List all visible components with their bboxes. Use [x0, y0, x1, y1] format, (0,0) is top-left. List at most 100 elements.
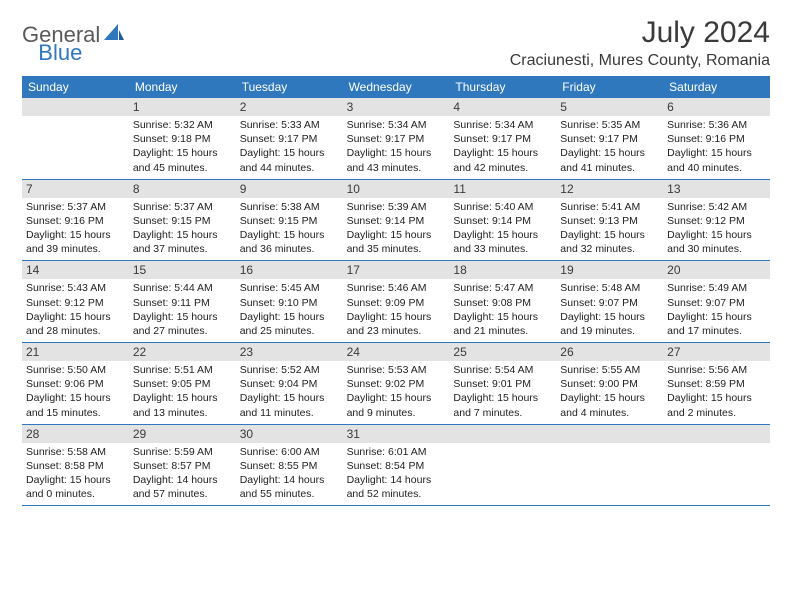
day-number: 7 [22, 180, 129, 198]
week-row: Sunrise: 5:37 AMSunset: 9:16 PMDaylight:… [22, 198, 770, 262]
header: General Blue July 2024 Craciunesti, Mure… [22, 16, 770, 70]
day-cell [22, 116, 129, 179]
daynum-row: 14151617181920 [22, 261, 770, 279]
sunset-text: Sunset: 9:08 PM [453, 296, 552, 310]
sunset-text: Sunset: 9:18 PM [133, 132, 232, 146]
day-number: 16 [236, 261, 343, 279]
day-number: 28 [22, 425, 129, 443]
day-number: 2 [236, 98, 343, 116]
day-cell: Sunrise: 5:44 AMSunset: 9:11 PMDaylight:… [129, 279, 236, 342]
day-cell: Sunrise: 5:32 AMSunset: 9:18 PMDaylight:… [129, 116, 236, 179]
day-cell [663, 443, 770, 506]
day-number: 29 [129, 425, 236, 443]
day-number: 10 [343, 180, 450, 198]
day-cell [556, 443, 663, 506]
day-cell: Sunrise: 6:01 AMSunset: 8:54 PMDaylight:… [343, 443, 450, 506]
daylight-text: Daylight: 15 hours and 32 minutes. [560, 228, 659, 256]
daylight-text: Daylight: 15 hours and 44 minutes. [240, 146, 339, 174]
day-cell: Sunrise: 5:37 AMSunset: 9:15 PMDaylight:… [129, 198, 236, 261]
weeks-container: 123456Sunrise: 5:32 AMSunset: 9:18 PMDay… [22, 98, 770, 506]
sunset-text: Sunset: 9:10 PM [240, 296, 339, 310]
day-cell: Sunrise: 5:51 AMSunset: 9:05 PMDaylight:… [129, 361, 236, 424]
day-number: 6 [663, 98, 770, 116]
day-number: 11 [449, 180, 556, 198]
sunset-text: Sunset: 8:58 PM [26, 459, 125, 473]
day-number: 31 [343, 425, 450, 443]
sunset-text: Sunset: 9:14 PM [453, 214, 552, 228]
sunrise-text: Sunrise: 5:54 AM [453, 363, 552, 377]
sunset-text: Sunset: 9:15 PM [133, 214, 232, 228]
sunset-text: Sunset: 9:17 PM [240, 132, 339, 146]
daylight-text: Daylight: 15 hours and 43 minutes. [347, 146, 446, 174]
day-cell: Sunrise: 5:48 AMSunset: 9:07 PMDaylight:… [556, 279, 663, 342]
day-number: 23 [236, 343, 343, 361]
daylight-text: Daylight: 15 hours and 30 minutes. [667, 228, 766, 256]
day-number: 19 [556, 261, 663, 279]
sunset-text: Sunset: 9:17 PM [347, 132, 446, 146]
sunrise-text: Sunrise: 5:39 AM [347, 200, 446, 214]
calendar-page: General Blue July 2024 Craciunesti, Mure… [0, 0, 792, 506]
daylight-text: Daylight: 15 hours and 45 minutes. [133, 146, 232, 174]
sunset-text: Sunset: 9:04 PM [240, 377, 339, 391]
sunset-text: Sunset: 9:00 PM [560, 377, 659, 391]
sunrise-text: Sunrise: 5:46 AM [347, 281, 446, 295]
sunrise-text: Sunrise: 5:58 AM [26, 445, 125, 459]
daylight-text: Daylight: 14 hours and 57 minutes. [133, 473, 232, 501]
day-cell: Sunrise: 5:34 AMSunset: 9:17 PMDaylight:… [449, 116, 556, 179]
sunrise-text: Sunrise: 5:59 AM [133, 445, 232, 459]
day-number: 5 [556, 98, 663, 116]
daylight-text: Daylight: 15 hours and 21 minutes. [453, 310, 552, 338]
sunrise-text: Sunrise: 5:34 AM [453, 118, 552, 132]
sunset-text: Sunset: 8:55 PM [240, 459, 339, 473]
sunset-text: Sunset: 8:59 PM [667, 377, 766, 391]
sunrise-text: Sunrise: 5:33 AM [240, 118, 339, 132]
daylight-text: Daylight: 15 hours and 19 minutes. [560, 310, 659, 338]
daynum-row: 78910111213 [22, 180, 770, 198]
sunset-text: Sunset: 9:01 PM [453, 377, 552, 391]
sunset-text: Sunset: 9:15 PM [240, 214, 339, 228]
weekday-monday: Monday [129, 76, 236, 98]
day-cell: Sunrise: 5:35 AMSunset: 9:17 PMDaylight:… [556, 116, 663, 179]
sunrise-text: Sunrise: 5:38 AM [240, 200, 339, 214]
day-number: 13 [663, 180, 770, 198]
week-row: Sunrise: 5:32 AMSunset: 9:18 PMDaylight:… [22, 116, 770, 180]
sunset-text: Sunset: 9:06 PM [26, 377, 125, 391]
day-number: 20 [663, 261, 770, 279]
day-cell: Sunrise: 5:45 AMSunset: 9:10 PMDaylight:… [236, 279, 343, 342]
sunset-text: Sunset: 9:09 PM [347, 296, 446, 310]
sunrise-text: Sunrise: 5:44 AM [133, 281, 232, 295]
sunrise-text: Sunrise: 5:53 AM [347, 363, 446, 377]
sunset-text: Sunset: 9:16 PM [26, 214, 125, 228]
sunrise-text: Sunrise: 5:36 AM [667, 118, 766, 132]
sunrise-text: Sunrise: 5:51 AM [133, 363, 232, 377]
sunrise-text: Sunrise: 5:40 AM [453, 200, 552, 214]
sunrise-text: Sunrise: 5:49 AM [667, 281, 766, 295]
day-cell: Sunrise: 5:46 AMSunset: 9:09 PMDaylight:… [343, 279, 450, 342]
day-number: 8 [129, 180, 236, 198]
weekday-thursday: Thursday [449, 76, 556, 98]
daylight-text: Daylight: 15 hours and 28 minutes. [26, 310, 125, 338]
title-block: July 2024 Craciunesti, Mures County, Rom… [510, 16, 770, 70]
day-cell: Sunrise: 5:37 AMSunset: 9:16 PMDaylight:… [22, 198, 129, 261]
day-number: 17 [343, 261, 450, 279]
sunrise-text: Sunrise: 5:35 AM [560, 118, 659, 132]
weekday-sunday: Sunday [22, 76, 129, 98]
weekday-saturday: Saturday [663, 76, 770, 98]
calendar: Sunday Monday Tuesday Wednesday Thursday… [22, 76, 770, 506]
daylight-text: Daylight: 15 hours and 13 minutes. [133, 391, 232, 419]
day-cell: Sunrise: 5:55 AMSunset: 9:00 PMDaylight:… [556, 361, 663, 424]
day-cell: Sunrise: 5:47 AMSunset: 9:08 PMDaylight:… [449, 279, 556, 342]
day-number: 9 [236, 180, 343, 198]
sunrise-text: Sunrise: 5:52 AM [240, 363, 339, 377]
location: Craciunesti, Mures County, Romania [510, 52, 770, 70]
daylight-text: Daylight: 15 hours and 39 minutes. [26, 228, 125, 256]
day-number: 21 [22, 343, 129, 361]
daylight-text: Daylight: 15 hours and 36 minutes. [240, 228, 339, 256]
daylight-text: Daylight: 15 hours and 2 minutes. [667, 391, 766, 419]
sunrise-text: Sunrise: 5:41 AM [560, 200, 659, 214]
sunset-text: Sunset: 9:02 PM [347, 377, 446, 391]
daylight-text: Daylight: 15 hours and 15 minutes. [26, 391, 125, 419]
sunset-text: Sunset: 9:07 PM [667, 296, 766, 310]
day-cell: Sunrise: 5:49 AMSunset: 9:07 PMDaylight:… [663, 279, 770, 342]
daylight-text: Daylight: 15 hours and 0 minutes. [26, 473, 125, 501]
